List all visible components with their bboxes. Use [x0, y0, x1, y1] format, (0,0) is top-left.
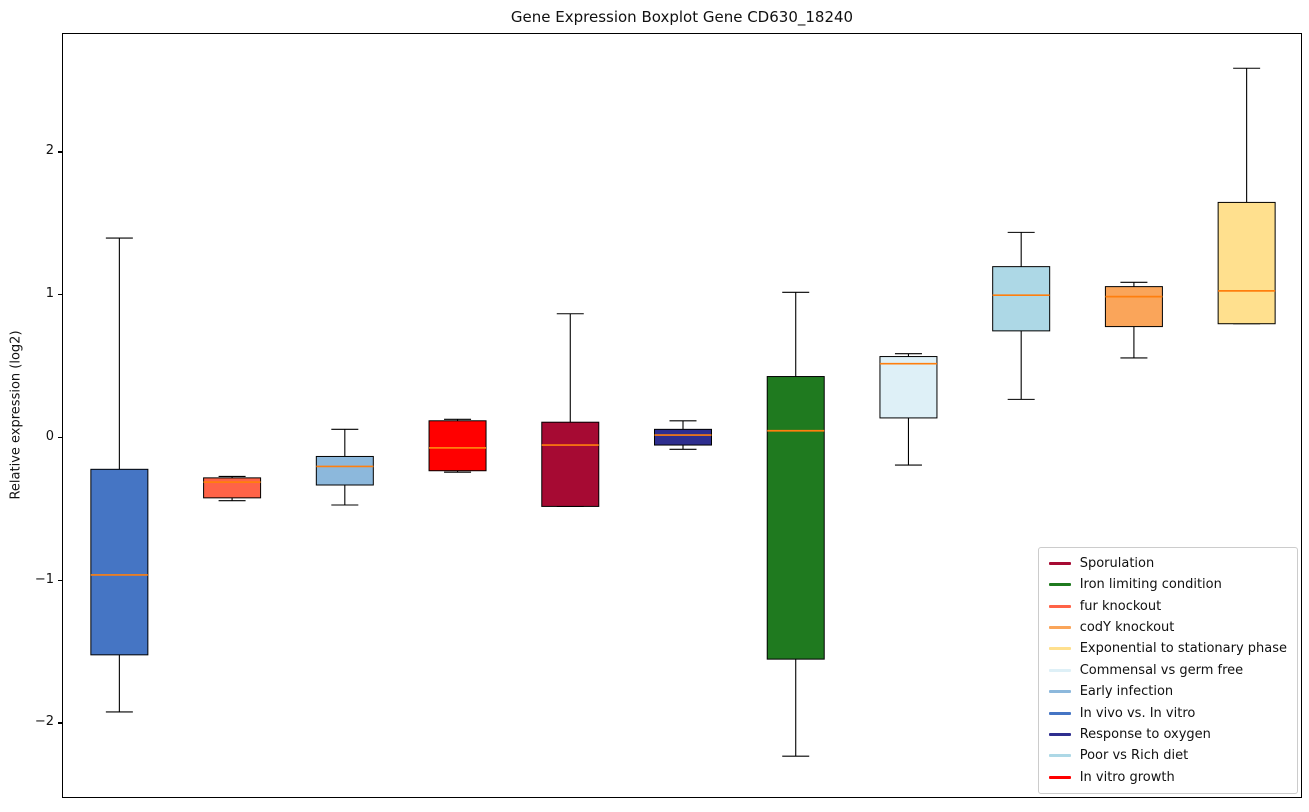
box — [992, 266, 1051, 332]
box — [1217, 201, 1276, 325]
legend-label: codY knockout — [1079, 620, 1175, 636]
legend-item: fur knockout — [1048, 595, 1287, 616]
y-axis-label: Relative expression (log2) — [8, 330, 24, 500]
y-tick-mark — [58, 151, 62, 153]
y-tick-mark — [58, 722, 62, 724]
legend-item: Response to oxygen — [1048, 724, 1287, 745]
legend-swatch — [1048, 626, 1071, 630]
y-tick-mark — [58, 579, 62, 581]
legend-label: fur knockout — [1079, 598, 1162, 614]
legend-label: In vitro growth — [1079, 769, 1175, 785]
chart-title: Gene Expression Boxplot Gene CD630_18240 — [510, 8, 854, 26]
box — [428, 420, 487, 472]
legend-label: Iron limiting condition — [1079, 577, 1222, 593]
y-tick-label: 2 — [45, 143, 54, 159]
legend-item: codY knockout — [1048, 617, 1287, 638]
box — [203, 477, 262, 499]
y-tick-label: 1 — [45, 286, 54, 302]
legend-swatch — [1048, 668, 1071, 672]
y-tick-mark — [58, 294, 62, 296]
legend-label: Poor vs Rich diet — [1079, 748, 1189, 764]
legend-swatch — [1048, 604, 1071, 608]
legend-item: Iron limiting condition — [1048, 574, 1287, 595]
legend-item: Exponential to stationary phase — [1048, 638, 1287, 659]
legend: Sporulation Iron limiting condition fur kn… — [1037, 546, 1298, 794]
legend-swatch — [1048, 711, 1071, 715]
legend-swatch — [1048, 733, 1071, 737]
legend-label: Early infection — [1079, 684, 1174, 700]
box — [315, 455, 374, 486]
legend-swatch — [1048, 775, 1071, 779]
legend-swatch — [1048, 561, 1071, 565]
box — [766, 376, 825, 660]
box — [1104, 286, 1163, 328]
legend-swatch — [1048, 583, 1071, 587]
legend-label: Response to oxygen — [1079, 727, 1211, 743]
plot-area: Sporulation Iron limiting condition fur kn… — [62, 33, 1302, 798]
box — [879, 356, 938, 419]
box — [541, 421, 600, 507]
legend-item: In vitro growth — [1048, 767, 1287, 788]
box — [90, 468, 149, 656]
box — [654, 428, 712, 446]
boxplot-canvas — [90, 67, 1276, 757]
legend-swatch — [1048, 647, 1071, 651]
y-tick-mark — [58, 436, 62, 439]
legend-item: Commensal vs germ free — [1048, 660, 1287, 681]
legend-label: Sporulation — [1079, 555, 1155, 571]
legend-label: In vivo vs. In vitro — [1079, 705, 1196, 721]
legend-swatch — [1048, 690, 1071, 694]
legend-item: In vivo vs. In vitro — [1048, 702, 1287, 723]
legend-item: Poor vs Rich diet — [1048, 745, 1287, 766]
legend-swatch — [1048, 754, 1071, 758]
legend-item: Sporulation — [1048, 553, 1287, 574]
legend-label: Exponential to stationary phase — [1079, 641, 1287, 657]
y-tick-label: 0 — [45, 428, 54, 444]
legend-item: Early infection — [1048, 681, 1287, 702]
y-tick-label: −2 — [34, 714, 54, 730]
y-tick-label: −1 — [34, 571, 54, 587]
legend-label: Commensal vs germ free — [1079, 662, 1244, 678]
